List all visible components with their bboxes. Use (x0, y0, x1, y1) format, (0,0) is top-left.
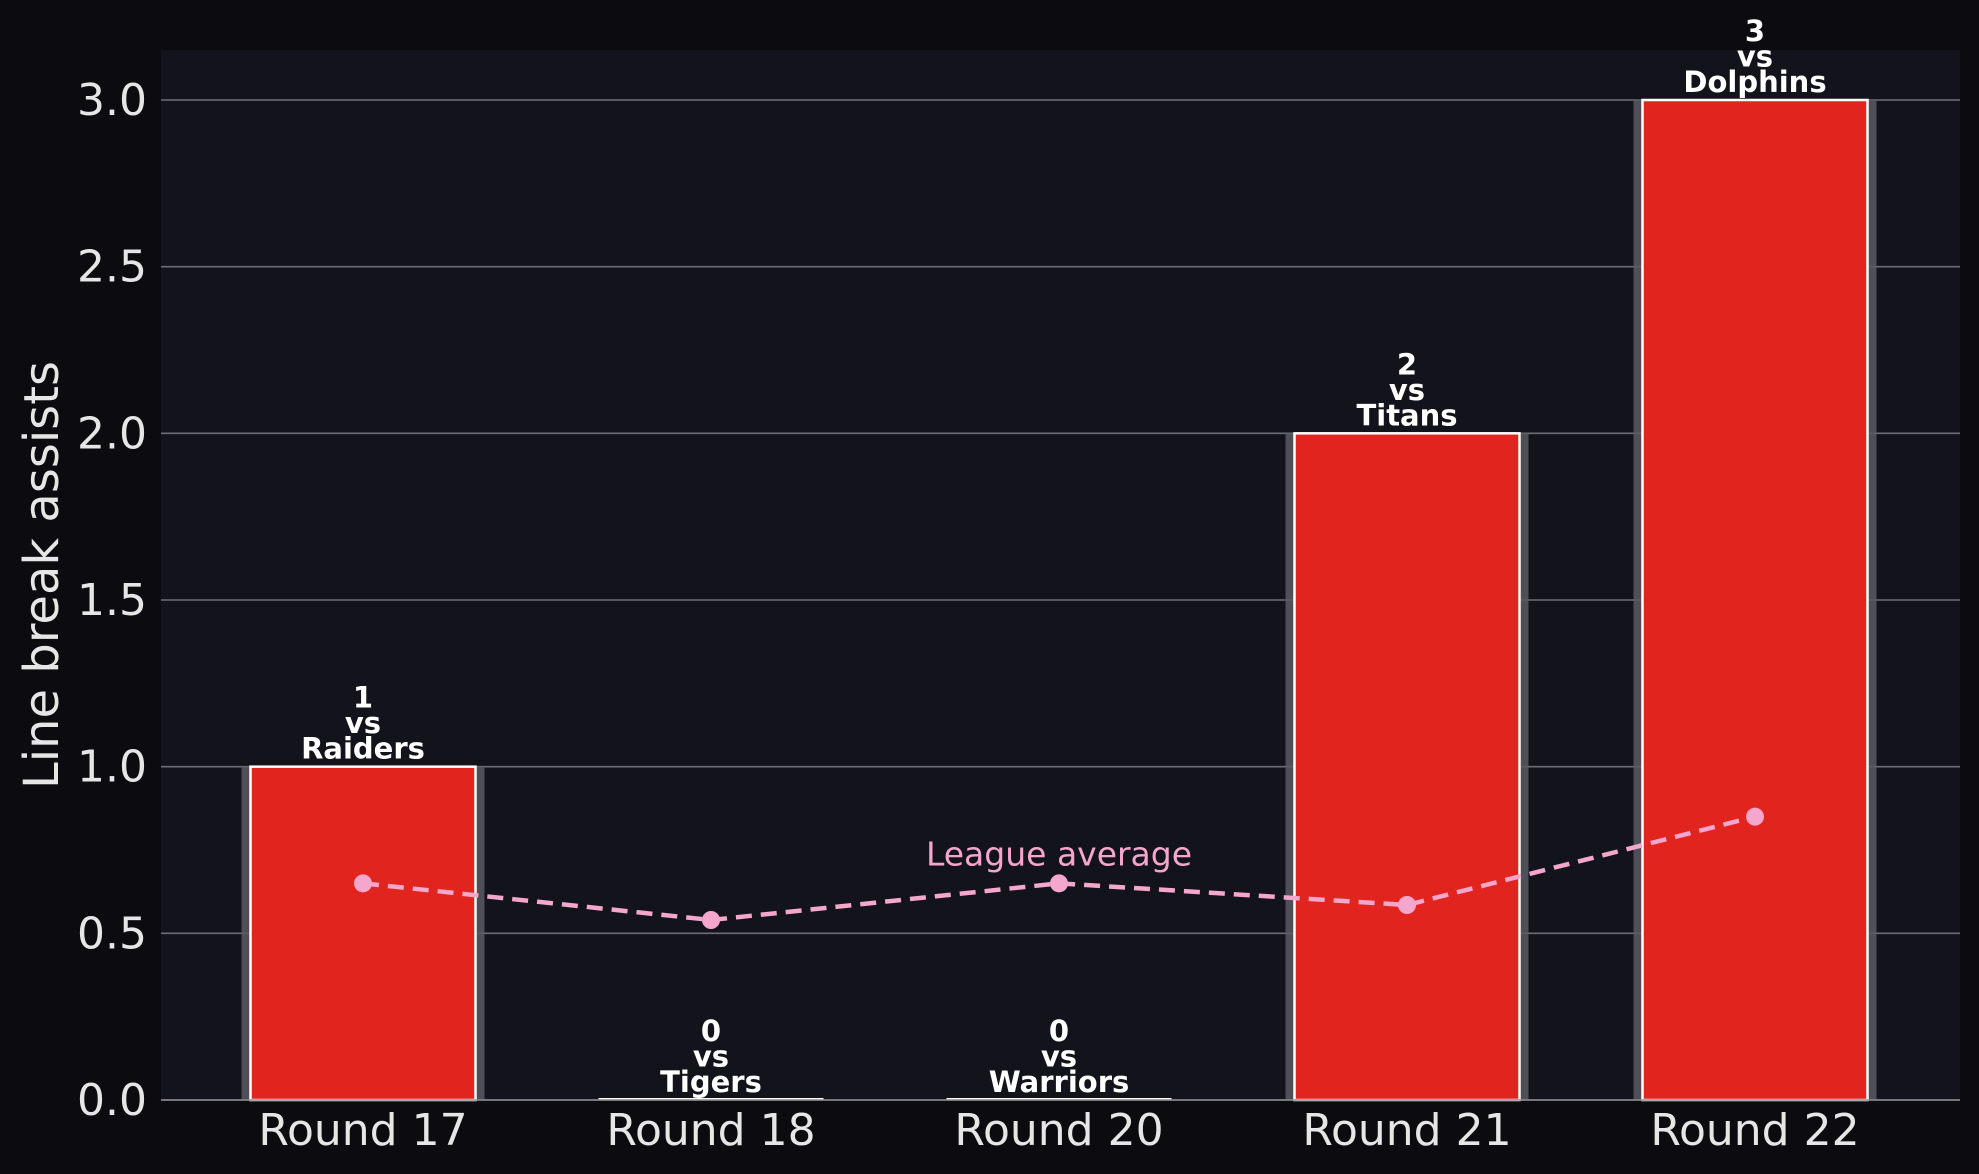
bar-value-label: 1 (353, 681, 373, 715)
x-tick-label: Round 20 (954, 1105, 1163, 1156)
y-tick-label: 3.0 (77, 75, 147, 126)
y-tick-label: 0.5 (77, 908, 147, 959)
bar (249, 765, 477, 1102)
bar-value-label: vs (1041, 1040, 1077, 1074)
league-average-point (702, 911, 720, 929)
league-average-point (1746, 807, 1764, 826)
bar-value-label: 2 (1397, 347, 1417, 381)
bars (241, 98, 1877, 1102)
bar-value-label: vs (345, 706, 381, 740)
y-axis-label: Line break assists (14, 361, 70, 789)
bar-value-label: vs (693, 1040, 729, 1074)
x-tick-label: Round 18 (606, 1105, 815, 1156)
bar-value-label: Tigers (660, 1065, 762, 1099)
x-tick-label: Round 17 (258, 1105, 467, 1156)
bar (1293, 432, 1521, 1102)
league-average-line (362, 814, 1756, 923)
bar-value-label: 0 (701, 1014, 721, 1048)
x-tick-label: Round 21 (1302, 1105, 1511, 1156)
bar-labels: 1vsRaiders0vsTigers0vsWarriors2vsTitans3… (301, 14, 1827, 1099)
bar (1641, 98, 1869, 1102)
y-tick-label: 1.5 (77, 575, 147, 626)
league-average-label: League average (926, 834, 1192, 873)
bar-value-label: Dolphins (1683, 65, 1826, 99)
bar-value-label: vs (1737, 40, 1773, 74)
league-average-point (1050, 874, 1068, 893)
bar-value-label: 0 (1049, 1014, 1069, 1048)
bar-value-label: Warriors (989, 1065, 1130, 1099)
league-average-series: League average (354, 807, 1764, 929)
x-tick-label: Round 22 (1650, 1105, 1859, 1156)
y-tick-label: 2.5 (77, 242, 147, 293)
bar-value-label: 3 (1745, 14, 1765, 48)
y-tick-label: 1.0 (77, 742, 147, 793)
axes: 0.0 0.5 1.0 1.5 2.0 2.5 3.0 Round 17 Round 18 Rou… (77, 75, 1960, 1156)
bar-value-label: Titans (1356, 398, 1457, 432)
league-average-point (1398, 896, 1416, 914)
bar-value-label: vs (1389, 373, 1425, 407)
league-average-point (354, 874, 372, 893)
bar-value-label: Raiders (301, 732, 425, 766)
y-tick-label: 2.0 (77, 408, 147, 459)
y-tick-label: 0.0 (77, 1075, 147, 1126)
